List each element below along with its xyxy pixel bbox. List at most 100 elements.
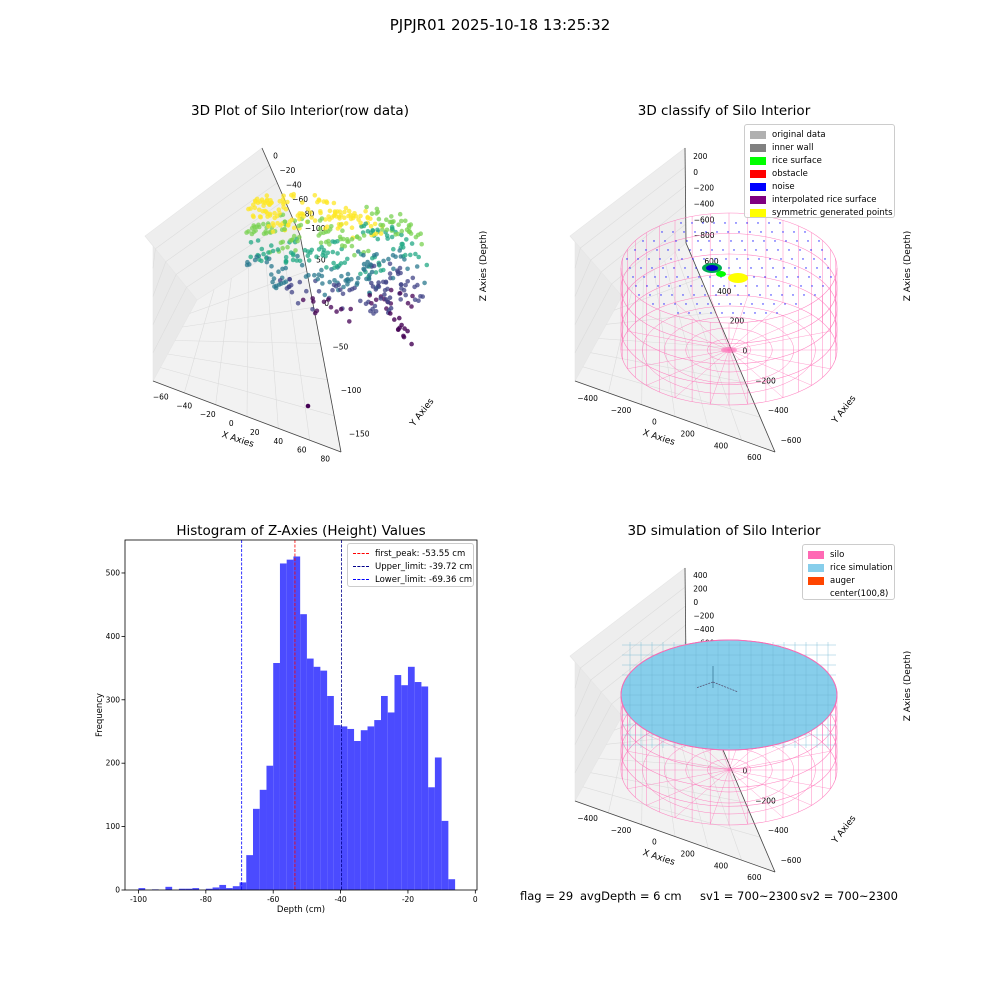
- legend-item-original-data: original data: [750, 128, 889, 141]
- noise-point: [677, 312, 679, 314]
- data-point: [388, 287, 394, 293]
- data-point: [329, 224, 334, 229]
- data-point: [382, 292, 387, 297]
- noise-point: [803, 294, 805, 296]
- legend-item-rice-surface: rice surface: [750, 154, 889, 167]
- data-point: [333, 284, 339, 289]
- y-tick-label: 50: [316, 256, 326, 265]
- noise-point: [780, 258, 782, 260]
- data-point: [278, 281, 284, 287]
- noise-point: [775, 276, 777, 278]
- data-point: [419, 241, 425, 247]
- silo-floor-spoke: [710, 769, 730, 825]
- noise-point: [827, 267, 829, 269]
- x-tick-label: 400: [714, 441, 729, 450]
- x-tick-label: −20: [200, 410, 216, 419]
- histogram-bar: [387, 712, 395, 890]
- noise-point: [648, 258, 650, 260]
- grid-line: [582, 366, 761, 418]
- silo-floor-spoke: [728, 769, 784, 818]
- data-point: [326, 238, 331, 244]
- z-tick-label: −100: [305, 224, 326, 233]
- silo-floor-spoke: [728, 314, 812, 351]
- noise-point: [822, 285, 824, 287]
- z-tick-label: −60: [292, 195, 308, 204]
- grid-line: [152, 248, 156, 269]
- grid-line: [574, 679, 592, 717]
- data-point: [321, 199, 327, 204]
- data-point: [347, 319, 352, 324]
- data-point: [355, 275, 361, 281]
- data-point: [248, 254, 253, 260]
- data-point: [269, 272, 274, 277]
- data-point: [344, 237, 350, 242]
- noise-point: [716, 231, 718, 233]
- silo-floor-spoke: [646, 349, 730, 386]
- noise-point: [767, 285, 769, 287]
- noise-point: [811, 285, 813, 287]
- data-point: [282, 219, 288, 224]
- data-point: [363, 208, 368, 214]
- noise-point: [676, 276, 678, 278]
- data-point: [381, 258, 386, 264]
- legend-swatch: [750, 208, 766, 217]
- histogram-frame: [124, 539, 478, 891]
- grid-line: [580, 166, 686, 249]
- data-point: [409, 304, 414, 309]
- noise-point: [687, 276, 689, 278]
- histogram-bar: [347, 728, 355, 890]
- silo-floor-spoke: [710, 349, 730, 405]
- noise-point: [739, 267, 741, 269]
- data-point: [281, 193, 286, 199]
- data-point: [294, 258, 300, 263]
- noise-point: [830, 276, 832, 278]
- data-point: [270, 229, 276, 234]
- histogram-ticks: -100 -80 -60 -40 -20 0 0 100 200 300 400 500: [106, 568, 478, 904]
- data-point: [312, 272, 317, 278]
- data-point: [340, 291, 346, 297]
- grid-line: [574, 703, 612, 773]
- histogram-bar: [401, 685, 408, 890]
- data-point: [259, 258, 264, 264]
- histogram-bar: [273, 663, 280, 890]
- y-tick-label: 0: [743, 767, 748, 776]
- data-point: [345, 282, 350, 287]
- noise-point: [737, 294, 739, 296]
- x-tick-label: −40: [176, 401, 192, 410]
- legend-item-center: center(100,8): [808, 587, 889, 600]
- grid-line: [160, 367, 335, 417]
- x-tick-label: 400: [714, 861, 729, 870]
- legend-label: inner wall: [772, 142, 814, 153]
- data-point: [368, 224, 374, 229]
- data-point: [358, 271, 363, 277]
- data-point: [275, 247, 281, 252]
- noise-point: [667, 249, 669, 251]
- data-point: [305, 253, 311, 259]
- data-point: [352, 252, 357, 258]
- noise-point: [738, 231, 740, 233]
- data-point: [248, 206, 253, 211]
- histogram-bar: [313, 666, 321, 890]
- z-axis-line: [684, 147, 687, 244]
- legend-label: symmetric generated points: [772, 207, 893, 218]
- data-point: [337, 234, 343, 240]
- noise-point: [755, 249, 757, 251]
- data-point: [267, 211, 273, 217]
- data-point: [343, 278, 349, 283]
- data-point: [330, 287, 335, 293]
- histogram-bar: [279, 563, 287, 890]
- data-point: [405, 300, 411, 306]
- data-point: [375, 236, 381, 242]
- data-point: [396, 222, 401, 227]
- data-point: [285, 244, 290, 250]
- noise-point: [763, 240, 765, 242]
- silo-floor-spoke: [710, 295, 730, 351]
- data-point: [374, 252, 379, 257]
- data-point: [399, 218, 404, 224]
- data-point: [389, 234, 395, 240]
- data-point: [288, 238, 293, 243]
- classify-legend: original data inner wall rice surface ob…: [744, 124, 895, 218]
- data-point: [418, 294, 423, 299]
- data-point: [369, 301, 374, 306]
- noise-point: [668, 285, 670, 287]
